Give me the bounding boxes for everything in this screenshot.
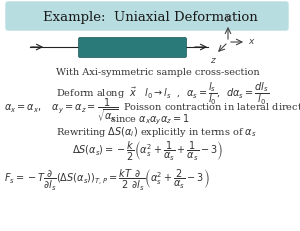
Text: x: x: [248, 37, 254, 46]
FancyBboxPatch shape: [6, 2, 288, 30]
Text: $\alpha_x = \alpha_x, \quad \alpha_y = \alpha_z = \dfrac{1}{\sqrt{\alpha_x}}$  P: $\alpha_x = \alpha_x, \quad \alpha_y = \…: [4, 97, 300, 124]
Text: With Axi-symmetric sample cross-section: With Axi-symmetric sample cross-section: [56, 68, 260, 77]
Text: $F_s = -T\dfrac{\partial}{\partial l_s}\left(\Delta S(\alpha_s)\right)_{T,P}= \d: $F_s = -T\dfrac{\partial}{\partial l_s}\…: [4, 168, 210, 193]
Text: y: y: [225, 13, 231, 22]
Text: Deform along  $\vec{x}$   $l_0 \rightarrow l_s$  ,  $\alpha_s = \dfrac{l_s}{l_0}: Deform along $\vec{x}$ $l_0 \rightarrow …: [56, 80, 269, 107]
Text: $\Delta S(\alpha_s) = -\dfrac{k}{2}\left(\alpha_s^2 + \dfrac{1}{\alpha_s} + \dfr: $\Delta S(\alpha_s) = -\dfrac{k}{2}\left…: [72, 140, 223, 163]
Text: Rewriting $\Delta S(\alpha_i)$ explicitly in terms of $\alpha_s$: Rewriting $\Delta S(\alpha_i)$ explicitl…: [56, 125, 256, 139]
Text: z: z: [210, 56, 215, 65]
Text: since $\alpha_x \alpha_y \alpha_z = 1$: since $\alpha_x \alpha_y \alpha_z = 1$: [110, 113, 190, 128]
Text: Example:  Uniaxial Deformation: Example: Uniaxial Deformation: [43, 10, 257, 24]
FancyBboxPatch shape: [79, 37, 187, 58]
